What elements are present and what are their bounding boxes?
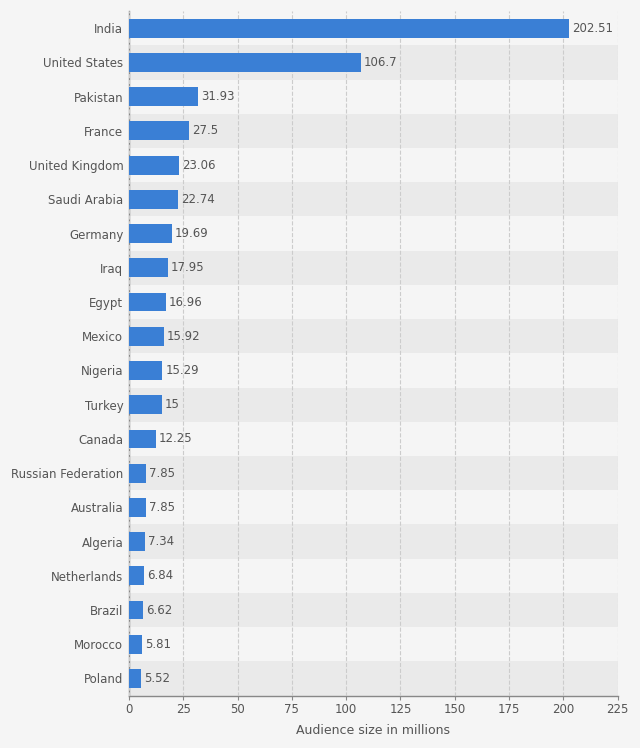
- Bar: [129, 627, 618, 661]
- Bar: [129, 601, 143, 619]
- Text: 106.7: 106.7: [364, 56, 397, 69]
- Text: 19.69: 19.69: [175, 227, 209, 240]
- Bar: [129, 251, 618, 285]
- Bar: [129, 121, 189, 141]
- Bar: [129, 53, 361, 72]
- Bar: [129, 456, 618, 490]
- Bar: [129, 148, 618, 183]
- Text: 27.5: 27.5: [192, 124, 218, 138]
- Bar: [129, 532, 145, 551]
- Bar: [129, 429, 156, 448]
- Bar: [129, 258, 168, 278]
- Bar: [129, 361, 162, 380]
- Text: 16.96: 16.96: [169, 295, 203, 308]
- Bar: [129, 183, 618, 216]
- Bar: [129, 114, 618, 148]
- Bar: [129, 464, 146, 482]
- Text: 15.92: 15.92: [167, 330, 200, 343]
- Bar: [129, 353, 618, 387]
- Bar: [129, 319, 618, 353]
- Bar: [129, 593, 618, 627]
- Bar: [129, 19, 569, 37]
- Bar: [129, 490, 618, 524]
- Text: 12.25: 12.25: [159, 432, 193, 445]
- Bar: [129, 292, 166, 311]
- Text: 7.85: 7.85: [149, 467, 175, 479]
- Text: 7.85: 7.85: [149, 501, 175, 514]
- Bar: [129, 387, 618, 422]
- Text: 6.84: 6.84: [147, 569, 173, 583]
- Bar: [129, 498, 146, 517]
- Text: 31.93: 31.93: [202, 91, 235, 103]
- Text: 5.81: 5.81: [145, 638, 171, 651]
- Bar: [129, 395, 161, 414]
- Text: 7.34: 7.34: [148, 535, 174, 548]
- Bar: [129, 661, 618, 696]
- Bar: [129, 422, 618, 456]
- Text: 23.06: 23.06: [182, 159, 216, 171]
- Bar: [129, 635, 141, 654]
- Text: 15: 15: [164, 398, 180, 411]
- Bar: [129, 224, 172, 243]
- Bar: [129, 79, 618, 114]
- Bar: [129, 46, 618, 79]
- Bar: [129, 669, 141, 688]
- Bar: [129, 327, 163, 346]
- Bar: [129, 566, 144, 585]
- Bar: [129, 524, 618, 559]
- Text: 22.74: 22.74: [182, 193, 215, 206]
- Text: 202.51: 202.51: [572, 22, 613, 34]
- Bar: [129, 190, 179, 209]
- X-axis label: Audience size in millions: Audience size in millions: [296, 724, 451, 737]
- Bar: [129, 156, 179, 174]
- Bar: [129, 285, 618, 319]
- Text: 17.95: 17.95: [171, 261, 205, 275]
- Text: 5.52: 5.52: [144, 672, 170, 685]
- Text: 6.62: 6.62: [147, 604, 173, 616]
- Bar: [129, 216, 618, 251]
- Text: 15.29: 15.29: [165, 364, 199, 377]
- Bar: [129, 11, 618, 46]
- Bar: [129, 559, 618, 593]
- Bar: [129, 88, 198, 106]
